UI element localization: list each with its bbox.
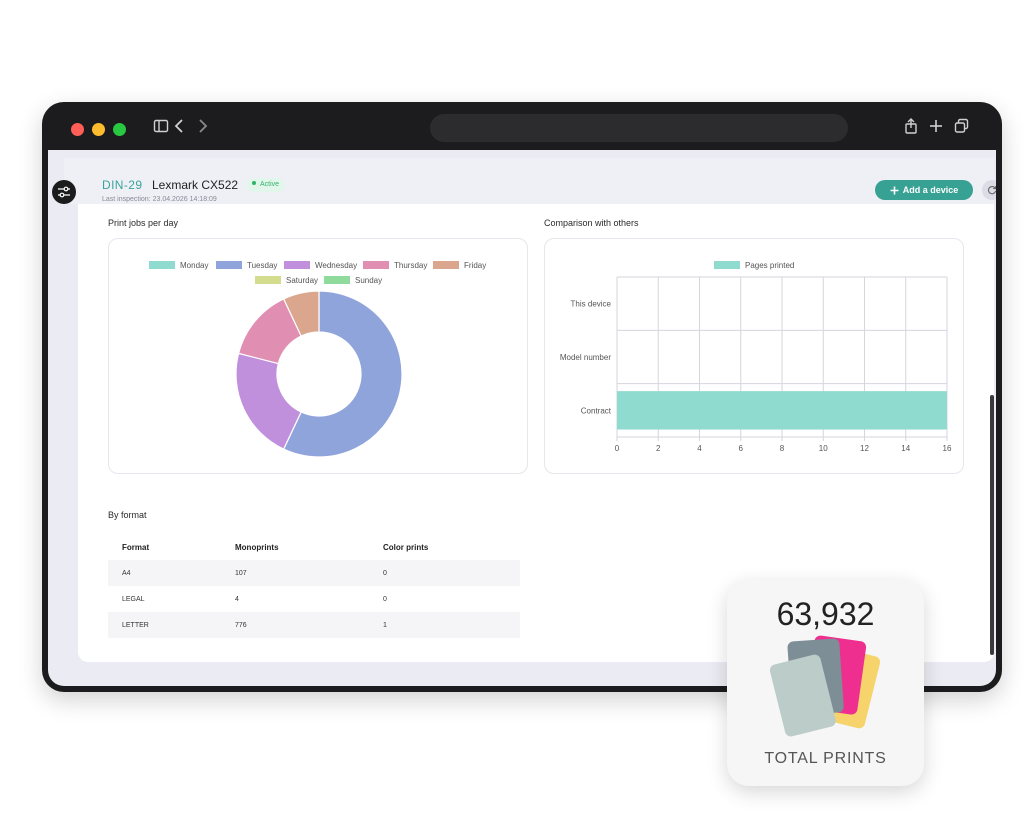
comparison-bar-chart: 0 2 4 6 8 10 12 14 16 This device Model number Cont… — [560, 276, 952, 453]
legend-swatch — [363, 261, 389, 269]
table-cell: 776 — [221, 612, 369, 638]
table-cell: 1 — [369, 612, 520, 638]
status-badge: Active — [246, 178, 286, 192]
sidebar-toggle-icon[interactable] — [153, 116, 169, 140]
add-device-button[interactable]: Add a device — [875, 180, 973, 200]
donut-slice-tuesday[interactable] — [282, 290, 403, 458]
y-category-label: Model number — [560, 353, 611, 362]
legend-swatch — [324, 276, 350, 284]
plus-icon — [890, 186, 899, 194]
print-jobs-card: Monday Tuesday Wednesday Thursday Friday… — [108, 238, 528, 474]
format-title: By format — [108, 510, 147, 520]
total-prints-label: TOTAL PRINTS — [764, 750, 887, 767]
page-scrollbar[interactable] — [990, 395, 994, 655]
column-header-monoprints[interactable]: Monoprints — [235, 542, 279, 552]
x-tick-label: 10 — [819, 444, 828, 453]
x-tick-label: 12 — [860, 444, 869, 453]
legend-label: Saturday — [286, 276, 319, 285]
x-tick-label: 16 — [943, 444, 952, 453]
bar-contract[interactable] — [617, 391, 947, 430]
new-tab-icon[interactable] — [929, 116, 943, 140]
legend-label: Friday — [464, 261, 487, 270]
x-tick-label: 2 — [656, 444, 661, 453]
y-category-label: Contract — [581, 406, 612, 415]
legend-label: Wednesday — [315, 261, 358, 270]
x-tick-label: 14 — [901, 444, 910, 453]
share-icon[interactable] — [904, 116, 918, 140]
legend-item-tuesday[interactable]: Tuesday — [216, 261, 277, 270]
forward-icon[interactable] — [197, 116, 209, 140]
table-header-row: Format Monoprints Color prints — [108, 534, 520, 560]
status-badge-label: Active — [260, 181, 280, 188]
refresh-button[interactable] — [982, 180, 996, 200]
legend-label: Sunday — [355, 276, 383, 285]
table-row[interactable]: LETTER 776 1 — [108, 612, 520, 638]
legend-label: Pages printed — [745, 261, 795, 270]
donut-slice-friday[interactable] — [282, 290, 320, 337]
legend-item-monday[interactable]: Monday — [149, 261, 208, 270]
legend-item-sunday[interactable]: Sunday — [324, 276, 382, 285]
page-viewport: DIN-29 Lexmark CX522 Active Last inspect… — [48, 150, 996, 686]
device-id: DIN-29 — [102, 178, 143, 192]
x-tick-label: 8 — [780, 444, 785, 453]
legend-item-thursday[interactable]: Thursday — [363, 261, 427, 270]
device-name: Lexmark CX522 — [152, 178, 239, 192]
refresh-icon — [987, 186, 996, 195]
comparison-card: Pages printed 0 2 4 6 8 10 12 14 16 This device Mo… — [544, 238, 964, 474]
tab-overview-icon[interactable] — [954, 116, 969, 140]
column-header-color-prints[interactable]: Color prints — [383, 542, 429, 552]
filter-settings-button[interactable] — [52, 180, 76, 204]
legend-swatch — [714, 261, 740, 269]
device-header: DIN-29 Lexmark CX522 Active Last inspect… — [64, 158, 996, 204]
legend-item-saturday[interactable]: Saturday — [255, 276, 318, 285]
donut-slice-wednesday[interactable] — [235, 352, 302, 450]
format-table: Format Monoprints Color prints A4 107 0 … — [108, 534, 520, 638]
column-header-format[interactable]: Format — [122, 542, 150, 552]
table-cell: 4 — [235, 595, 239, 603]
total-prints-value: 63,932 — [776, 596, 875, 632]
legend-swatch — [216, 261, 242, 269]
table-row[interactable]: LEGAL 4 0 — [108, 586, 520, 612]
legend-item-wednesday[interactable]: Wednesday — [284, 261, 357, 270]
minimize-window-button[interactable] — [92, 123, 105, 136]
table-cell: 0 — [369, 560, 520, 586]
y-category-label: This device — [571, 300, 612, 309]
total-prints-card: 63,932 TOTAL PRINTS — [727, 580, 924, 786]
status-dot-icon — [252, 181, 256, 185]
legend-swatch — [284, 261, 310, 269]
back-icon[interactable] — [173, 116, 185, 140]
table-cell: A4 — [108, 560, 221, 586]
x-tick-label: 6 — [739, 444, 744, 453]
table-cell: 107 — [221, 560, 369, 586]
legend-swatch — [149, 261, 175, 269]
last-inspection: Last inspection: 23.04.2026 14:18:09 — [102, 196, 217, 203]
table-row[interactable]: A4 107 0 — [108, 560, 520, 586]
legend-item-friday[interactable]: Friday — [433, 261, 486, 270]
legend-swatch — [255, 276, 281, 284]
address-bar[interactable] — [430, 114, 848, 142]
sliders-icon — [58, 186, 70, 198]
comparison-title: Comparison with others — [544, 218, 639, 228]
print-jobs-title: Print jobs per day — [108, 218, 179, 228]
legend-label: Thursday — [394, 261, 428, 270]
donut-chart — [235, 290, 403, 458]
legend-swatch — [433, 261, 459, 269]
maximize-window-button[interactable] — [113, 123, 126, 136]
browser-titlebar — [42, 102, 1002, 152]
legend-label: Monday — [180, 261, 209, 270]
x-tick-label: 0 — [615, 444, 620, 453]
table-cell: LETTER — [108, 612, 221, 638]
legend-label: Tuesday — [247, 261, 278, 270]
add-device-label: Add a device — [902, 185, 959, 195]
table-cell: LEGAL — [122, 595, 145, 603]
x-tick-label: 4 — [697, 444, 702, 453]
legend-item-pages-printed[interactable]: Pages printed — [714, 261, 794, 270]
table-cell: 0 — [383, 595, 387, 603]
paper-stack-icon — [769, 635, 881, 737]
browser-window: DIN-29 Lexmark CX522 Active Last inspect… — [42, 102, 1002, 692]
close-window-button[interactable] — [71, 123, 84, 136]
